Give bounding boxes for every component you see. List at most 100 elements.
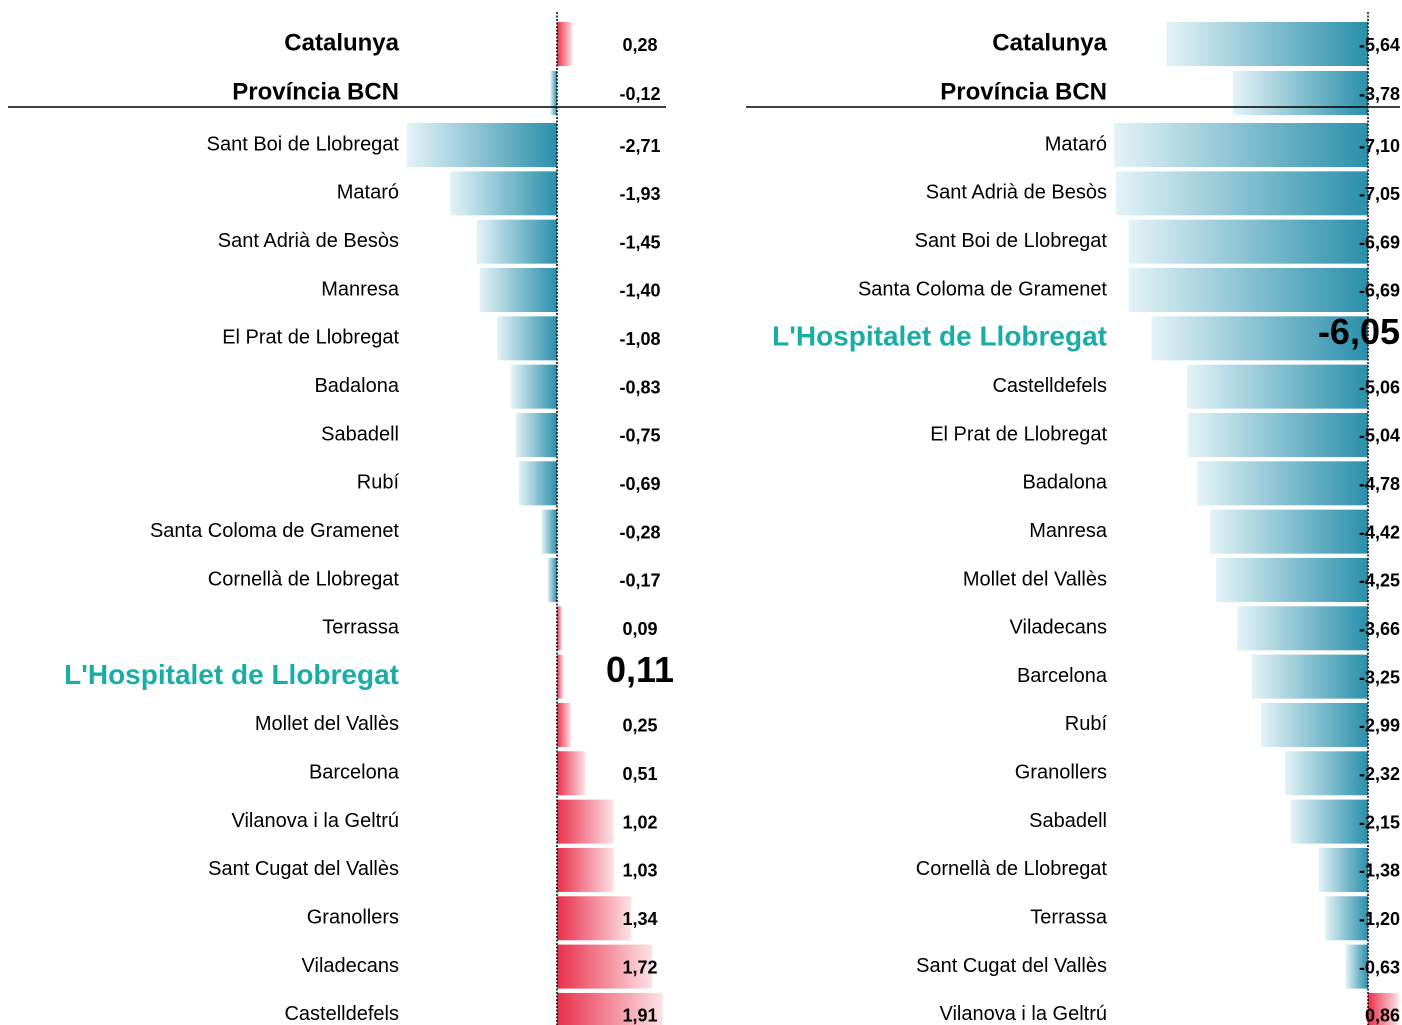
bar: [1251, 654, 1368, 699]
bar: [557, 944, 653, 989]
category-label: Castelldefels: [284, 1003, 399, 1025]
bar: [1115, 171, 1368, 216]
category-label: Cornellà de Llobregat: [208, 568, 400, 590]
value-label: -0,28: [619, 522, 660, 542]
category-label: Sant Adrià de Besòs: [926, 182, 1107, 204]
value-label: -3,78: [1359, 84, 1400, 104]
category-label: Sabadell: [321, 423, 399, 445]
category-label: L'Hospitalet de Llobregat: [64, 659, 399, 690]
category-label: Viladecans: [302, 955, 399, 977]
value-label: -6,69: [1359, 281, 1400, 301]
bar: [1285, 751, 1368, 796]
category-label: Santa Coloma de Gramenet: [150, 520, 399, 542]
value-label: -4,78: [1359, 474, 1400, 494]
value-label: -0,63: [1359, 957, 1400, 977]
bar: [497, 316, 557, 361]
bar: [557, 654, 564, 699]
category-label: Granollers: [1015, 762, 1107, 784]
value-label: -7,10: [1359, 136, 1400, 156]
category-label: Mataró: [337, 182, 399, 204]
value-label: -2,15: [1359, 812, 1400, 832]
category-label: Santa Coloma de Gramenet: [858, 278, 1107, 300]
bar: [1291, 799, 1368, 844]
value-label: -0,17: [619, 571, 660, 591]
value-label: -0,12: [619, 84, 660, 104]
bar: [1114, 123, 1368, 167]
bar: [1368, 992, 1399, 1025]
bar: [1128, 267, 1368, 312]
category-label: Castelldefels: [992, 375, 1107, 397]
category-label: Manresa: [321, 278, 400, 300]
category-label: Badalona: [314, 375, 399, 397]
value-label: -5,04: [1359, 426, 1400, 446]
value-label: -1,45: [619, 232, 660, 252]
bar: [1209, 509, 1368, 554]
category-label: Badalona: [1022, 472, 1107, 494]
bar: [1151, 316, 1368, 361]
bar: [1196, 461, 1368, 506]
category-label: Sant Boi de Llobregat: [207, 133, 400, 155]
bar: [547, 557, 557, 602]
category-label: Província BCN: [232, 78, 399, 105]
category-label: Viladecans: [1010, 617, 1107, 639]
bar: [1166, 22, 1368, 66]
bar: [450, 171, 557, 216]
value-label: 0,86: [1365, 1006, 1400, 1025]
category-label: Rubí: [1065, 713, 1108, 735]
value-label: 1,34: [622, 909, 657, 929]
value-label: -7,05: [1359, 184, 1400, 204]
bar: [1237, 606, 1368, 651]
bar: [1187, 412, 1368, 457]
value-label: -0,83: [619, 377, 660, 397]
value-label: -5,06: [1359, 377, 1400, 397]
value-label: -5,64: [1359, 35, 1400, 55]
bar: [557, 606, 562, 651]
bar: [1325, 896, 1368, 941]
bar: [1128, 219, 1368, 264]
bar: [557, 799, 614, 844]
bar: [476, 219, 557, 264]
bar: [550, 71, 557, 115]
bar: [518, 461, 557, 506]
category-label: Província BCN: [940, 78, 1107, 105]
value-label: 1,91: [622, 1006, 657, 1025]
category-label: Sant Cugat del Vallès: [916, 955, 1107, 977]
category-label: Vilanova i la Geltrú: [232, 810, 400, 832]
category-label: L'Hospitalet de Llobregat: [772, 321, 1107, 352]
value-label: -1,93: [619, 184, 660, 204]
bar: [557, 751, 586, 796]
value-label: 0,51: [622, 764, 657, 784]
category-label: Mollet del Vallès: [255, 713, 399, 735]
category-label: Sabadell: [1029, 810, 1107, 832]
category-label: El Prat de Llobregat: [222, 327, 399, 349]
value-label: -6,05: [1318, 311, 1400, 352]
bar: [479, 267, 557, 312]
bar: [1345, 944, 1368, 989]
category-label: Terrassa: [1030, 907, 1108, 929]
category-label: Granollers: [307, 907, 399, 929]
bar: [557, 22, 573, 66]
bar: [557, 847, 615, 892]
bar: [1261, 702, 1368, 747]
value-label: -0,75: [619, 426, 660, 446]
category-label: Catalunya: [284, 29, 399, 56]
category-label: El Prat de Llobregat: [930, 423, 1107, 445]
category-label: Sant Cugat del Vallès: [208, 858, 399, 880]
value-label: -1,20: [1359, 909, 1400, 929]
category-label: Mollet del Vallès: [963, 568, 1107, 590]
value-label: 0,09: [622, 619, 657, 639]
category-label: Sant Adrià de Besòs: [218, 230, 399, 252]
bar: [557, 992, 663, 1025]
category-label: Manresa: [1029, 520, 1108, 542]
value-label: -2,71: [619, 136, 660, 156]
category-label: Barcelona: [1017, 665, 1108, 687]
bar: [1232, 71, 1368, 115]
bar: [1186, 364, 1368, 409]
value-label: -0,69: [619, 474, 660, 494]
value-label: -3,66: [1359, 619, 1400, 639]
bar: [541, 509, 557, 554]
bar: [1215, 557, 1368, 602]
category-label: Mataró: [1045, 133, 1107, 155]
bar: [515, 412, 557, 457]
